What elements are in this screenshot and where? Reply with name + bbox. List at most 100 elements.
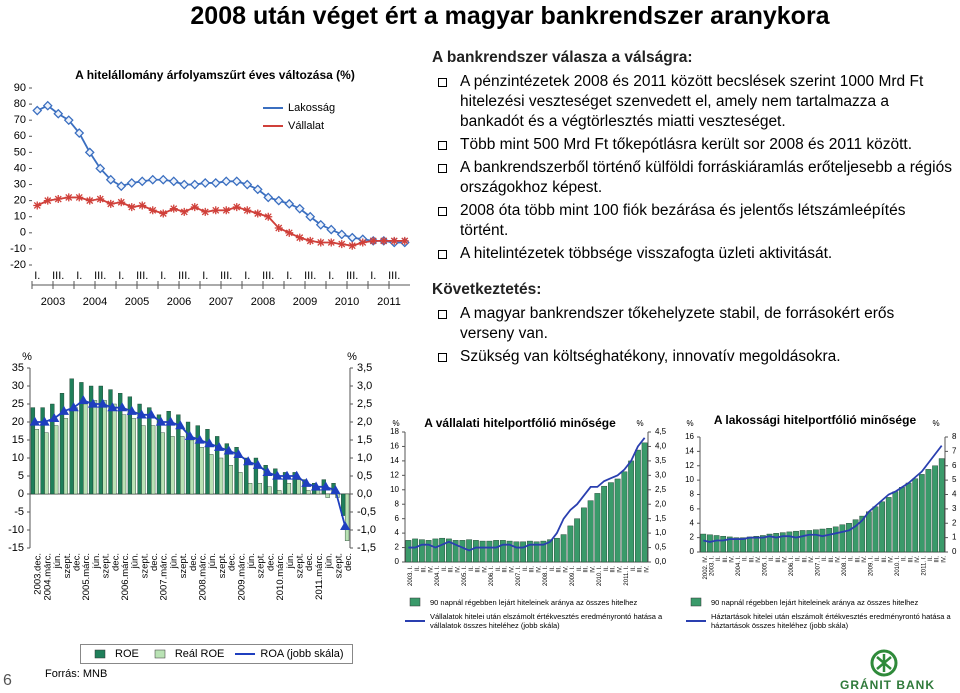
marker xyxy=(95,163,106,174)
legend-swatch xyxy=(690,597,702,607)
chart-title: A vállalati hitelportfólió minősége xyxy=(424,416,616,430)
x-tick-label: I. xyxy=(76,270,82,282)
bullet-item: A magyar bankrendszer tőkehelyzete stabi… xyxy=(432,304,952,344)
y-tick-label: -0,5 xyxy=(357,506,376,518)
y-tick-label: 0 xyxy=(690,547,695,556)
bar xyxy=(121,414,127,495)
legend-swatch xyxy=(405,620,425,622)
y-tick-label: 20 xyxy=(12,416,24,428)
x-tick-label: IV. xyxy=(482,566,488,573)
bar xyxy=(594,493,601,563)
bar xyxy=(412,538,419,563)
bar xyxy=(34,429,39,495)
legend: 90 napnál régebben lejárt hiteleinek ará… xyxy=(404,597,669,630)
bar xyxy=(296,479,301,495)
marker xyxy=(63,115,74,126)
series xyxy=(32,100,410,248)
marker xyxy=(306,236,315,245)
marker xyxy=(147,174,158,185)
bar xyxy=(315,490,321,495)
x-tick-label: 2009.márc. xyxy=(236,553,247,601)
x-tick-label: III. xyxy=(388,270,400,282)
bar xyxy=(813,529,819,553)
marker xyxy=(165,416,176,426)
marker xyxy=(126,405,137,415)
y-tick-label: 18 xyxy=(390,427,399,436)
x-tick-label: dec. xyxy=(343,553,354,571)
bar xyxy=(733,537,740,553)
y-tick-label: 1,5 xyxy=(357,434,372,446)
y-tick-label: 4,0 xyxy=(655,442,667,451)
x-tick-label: dec. xyxy=(71,553,82,571)
x-tick-label: III. xyxy=(557,566,563,573)
logo-text: GRÁNIT BANK xyxy=(840,678,935,692)
bar xyxy=(826,528,832,553)
year-label: 2005 xyxy=(125,296,149,308)
legend-swatch xyxy=(154,649,166,659)
bar xyxy=(92,400,98,495)
legend-entry: Vállalat xyxy=(262,120,335,132)
x-tick-label: 2010. I. xyxy=(895,556,901,576)
bar xyxy=(601,485,608,563)
x-tick-label: szept. xyxy=(295,553,306,578)
year-label: 2010 xyxy=(335,296,359,308)
x-tick-label: III. xyxy=(94,270,106,282)
marker xyxy=(96,195,105,204)
marker xyxy=(117,402,128,412)
legend-entry: ROE xyxy=(89,648,139,660)
bar xyxy=(859,515,866,553)
marker xyxy=(337,240,346,249)
section-heading: A bankrendszer válasza a válságra: xyxy=(432,49,693,66)
y-tick-label: 4,5 xyxy=(655,427,667,436)
bar xyxy=(892,491,899,553)
bar xyxy=(726,536,733,553)
bullet-item: Szükség van költséghatékony, innovatív m… xyxy=(432,347,952,367)
x-tick-label: III. xyxy=(136,270,148,282)
x-tick-label: dec. xyxy=(110,553,121,571)
bar xyxy=(746,536,753,553)
y-tick-label: 0 xyxy=(20,227,26,239)
y-tick-label: 90 xyxy=(14,82,26,94)
x-tick-label: III. xyxy=(829,556,835,563)
x-tick-label: III. xyxy=(52,270,64,282)
bar xyxy=(209,454,214,495)
legend-label: Reál ROE xyxy=(174,648,225,660)
x-tick-label: dec. xyxy=(304,553,315,571)
y-tick-label: 0 xyxy=(395,557,400,566)
x-tick-label: 2002. IV. xyxy=(703,556,709,580)
legend-label: Háztartások hitelei után elszámolt érték… xyxy=(711,612,951,630)
marker xyxy=(200,178,211,188)
marker xyxy=(264,212,273,221)
series xyxy=(29,395,351,531)
bar xyxy=(63,418,69,495)
x-tick-label: III. xyxy=(855,556,861,563)
x-tick-label: jún. xyxy=(91,553,102,569)
x-tick-label: 2006.márc. xyxy=(120,553,131,601)
bar xyxy=(147,407,152,495)
legend-label: Vállalatok hitelei után elszámolt értékv… xyxy=(430,612,663,630)
marker xyxy=(175,420,186,430)
x-tick-label: II. xyxy=(415,566,421,571)
bar xyxy=(713,535,720,553)
bar xyxy=(253,457,259,495)
y-tick-label: 5 xyxy=(952,475,957,484)
bar xyxy=(885,497,892,553)
bar xyxy=(760,535,766,553)
bar xyxy=(247,483,253,495)
bar xyxy=(452,540,459,563)
marker xyxy=(97,398,108,408)
bar xyxy=(634,449,641,563)
x-tick-label: III. xyxy=(304,270,316,282)
bar-series xyxy=(30,378,346,516)
y-tick-label: 2,5 xyxy=(357,398,372,410)
legend: Lakosság Vállalat xyxy=(262,102,335,132)
marker xyxy=(116,181,127,192)
legend-swatch xyxy=(263,107,283,109)
marker xyxy=(222,206,231,215)
x-tick-label: III. xyxy=(178,270,190,282)
x-tick-label: szept. xyxy=(101,553,112,578)
bar xyxy=(587,500,594,563)
marker xyxy=(326,224,337,235)
marker xyxy=(189,179,200,190)
legend-label: ROA (jobb skála) xyxy=(260,648,344,660)
